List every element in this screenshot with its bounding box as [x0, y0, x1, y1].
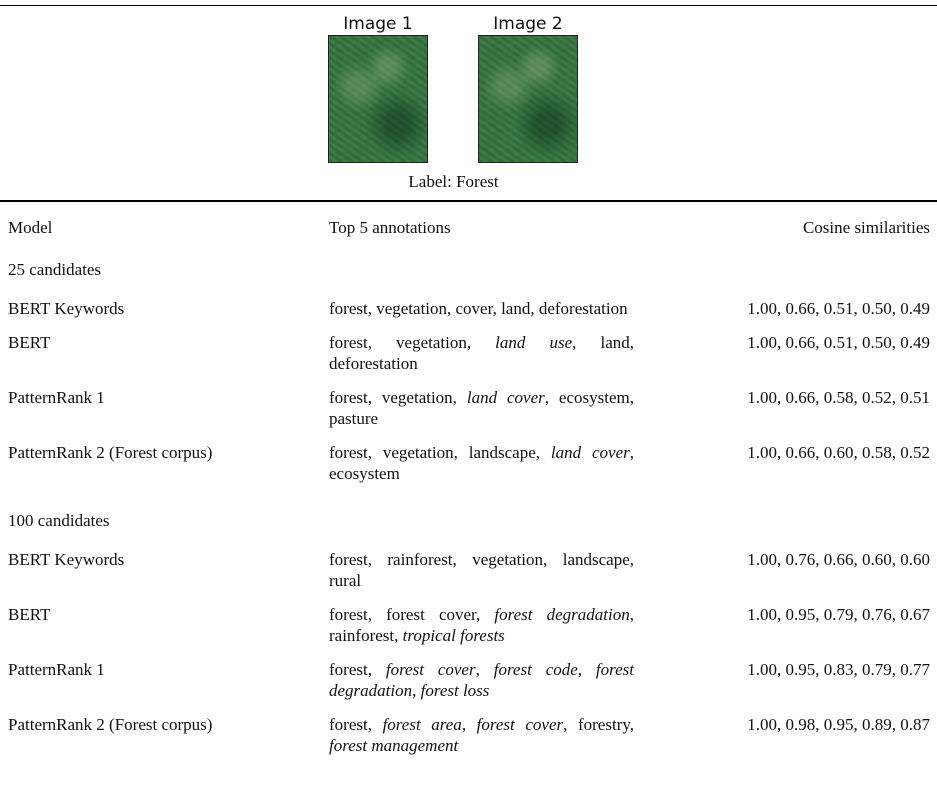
annotation-text: forest, — [329, 715, 383, 734]
image-caption: Image 2 — [493, 14, 563, 34]
annotation-text: land cover — [466, 388, 545, 407]
similarities: 1.00, 0.66, 0.58, 0.52, 0.51 — [747, 388, 930, 407]
table-row: PatternRank 1 forest, forest cover, fores… — [0, 659, 937, 701]
section-row: 100 candidates — [0, 510, 937, 531]
satellite-image — [328, 35, 428, 163]
similarities: 1.00, 0.95, 0.83, 0.79, 0.77 — [747, 660, 930, 679]
annotations: forest, forest area, forest cover, fores… — [329, 714, 634, 756]
similarities: 1.00, 0.76, 0.66, 0.60, 0.60 — [747, 550, 930, 569]
table-row: BERT forest, forest cover, forest degrada… — [0, 604, 937, 646]
annotation-text: forest cover — [385, 660, 476, 679]
model-name: BERT Keywords — [8, 550, 125, 569]
annotations: forest, vegetation, land use, land, defo… — [329, 332, 634, 374]
annotation-text: forest loss — [420, 681, 490, 700]
annotation-text: , — [461, 715, 477, 734]
annotation-text: , — [412, 681, 421, 700]
annotation-text: forest code — [493, 660, 578, 679]
annotation-text: forest management — [329, 736, 459, 755]
similarities: 1.00, 0.66, 0.51, 0.50, 0.49 — [747, 299, 930, 318]
annotations: forest, forest cover, forest code, for­e… — [329, 659, 634, 701]
annotation-text: , forestry, — [563, 715, 634, 734]
section-title: 25 candidates — [8, 260, 101, 279]
column-header: Top 5 annotations — [329, 218, 451, 237]
annotation-text: , ecosystem, pasture — [329, 388, 634, 428]
table: Model Top 5 annotations Cosine similaritie… — [0, 217, 937, 769]
similarities: 1.00, 0.66, 0.60, 0.58, 0.52 — [747, 443, 930, 462]
annotation-text: , land, deforestation — [329, 333, 634, 373]
annotations: forest, vegetation, cover, land, defores… — [329, 298, 634, 319]
annotation-text: land use — [495, 333, 573, 352]
table-row: PatternRank 2 (Forest corpus) forest, for… — [0, 714, 937, 756]
model-name: BERT Keywords — [8, 299, 125, 318]
model-name: PatternRank 1 — [8, 660, 105, 679]
annotations: forest, vegetation, landscape, land cove… — [329, 442, 634, 484]
annotation-text: for­est degradation — [329, 660, 635, 700]
annotations: forest, rainforest, vegetation, land­sca… — [329, 549, 634, 591]
table-rule — [0, 200, 937, 202]
annotation-text: forest, forest cover, — [329, 605, 495, 624]
table-row: BERT Keywords forest, rainforest, vegetat… — [0, 549, 937, 591]
similarities: 1.00, 0.66, 0.51, 0.50, 0.49 — [747, 333, 930, 352]
annotation-text: forest cover — [476, 715, 564, 734]
annotation-text: tropical forests — [402, 626, 505, 645]
table-row: PatternRank 1 forest, vegetation, land co… — [0, 387, 937, 429]
annotation-text: forest, — [329, 660, 386, 679]
table-row: BERT forest, vegetation, land use, land, … — [0, 332, 937, 374]
satellite-image — [478, 35, 578, 163]
column-header: Model — [8, 218, 53, 237]
annotation-text: forest degrada­tion — [494, 605, 630, 624]
section-row: 25 candidates — [0, 259, 937, 280]
column-header: Cosine similarities — [802, 218, 930, 237]
model-name: PatternRank 2 (Forest corpus) — [8, 715, 213, 734]
figure-label: Label: Forest — [408, 172, 499, 191]
annotation-text: , — [475, 660, 494, 679]
annotations: forest, vegetation, land cover, ecosyste… — [329, 387, 634, 429]
annotation-text: forest, vegetation, — [329, 388, 467, 407]
model-name: BERT — [8, 605, 51, 624]
model-name: PatternRank 1 — [8, 388, 105, 407]
similarities: 1.00, 0.98, 0.95, 0.89, 0.87 — [747, 715, 930, 734]
top-rule — [0, 5, 937, 6]
annotations: forest, forest cover, forest degrada­tio… — [329, 604, 634, 646]
table-row: BERT Keywords forest, vegetation, cover, … — [0, 298, 937, 319]
header-row: Model Top 5 annotations Cosine similaritie… — [0, 217, 937, 238]
annotation-text: forest, vegetation, cover, land, defores… — [329, 299, 628, 318]
annotation-text: forest area — [382, 715, 462, 734]
annotation-text: forest, vegetation, landscape, — [329, 443, 551, 462]
annotation-text: , — [577, 660, 596, 679]
model-name: PatternRank 2 (Forest corpus) — [8, 443, 213, 462]
model-name: BERT — [8, 333, 51, 352]
table-row: PatternRank 2 (Forest corpus) forest, veg… — [0, 442, 937, 484]
image-caption: Image 1 — [343, 14, 413, 34]
section-title: 100 candidates — [8, 511, 110, 530]
annotation-text: land cover — [550, 443, 630, 462]
annotation-text: , ecosystem — [329, 443, 634, 483]
annotation-text: forest, vegetation, — [329, 333, 496, 352]
annotation-text: forest, rainforest, vegetation, land­sca… — [329, 550, 634, 590]
similarities: 1.00, 0.95, 0.79, 0.76, 0.67 — [747, 605, 930, 624]
annotation-text: , rainforest, — [329, 605, 634, 645]
